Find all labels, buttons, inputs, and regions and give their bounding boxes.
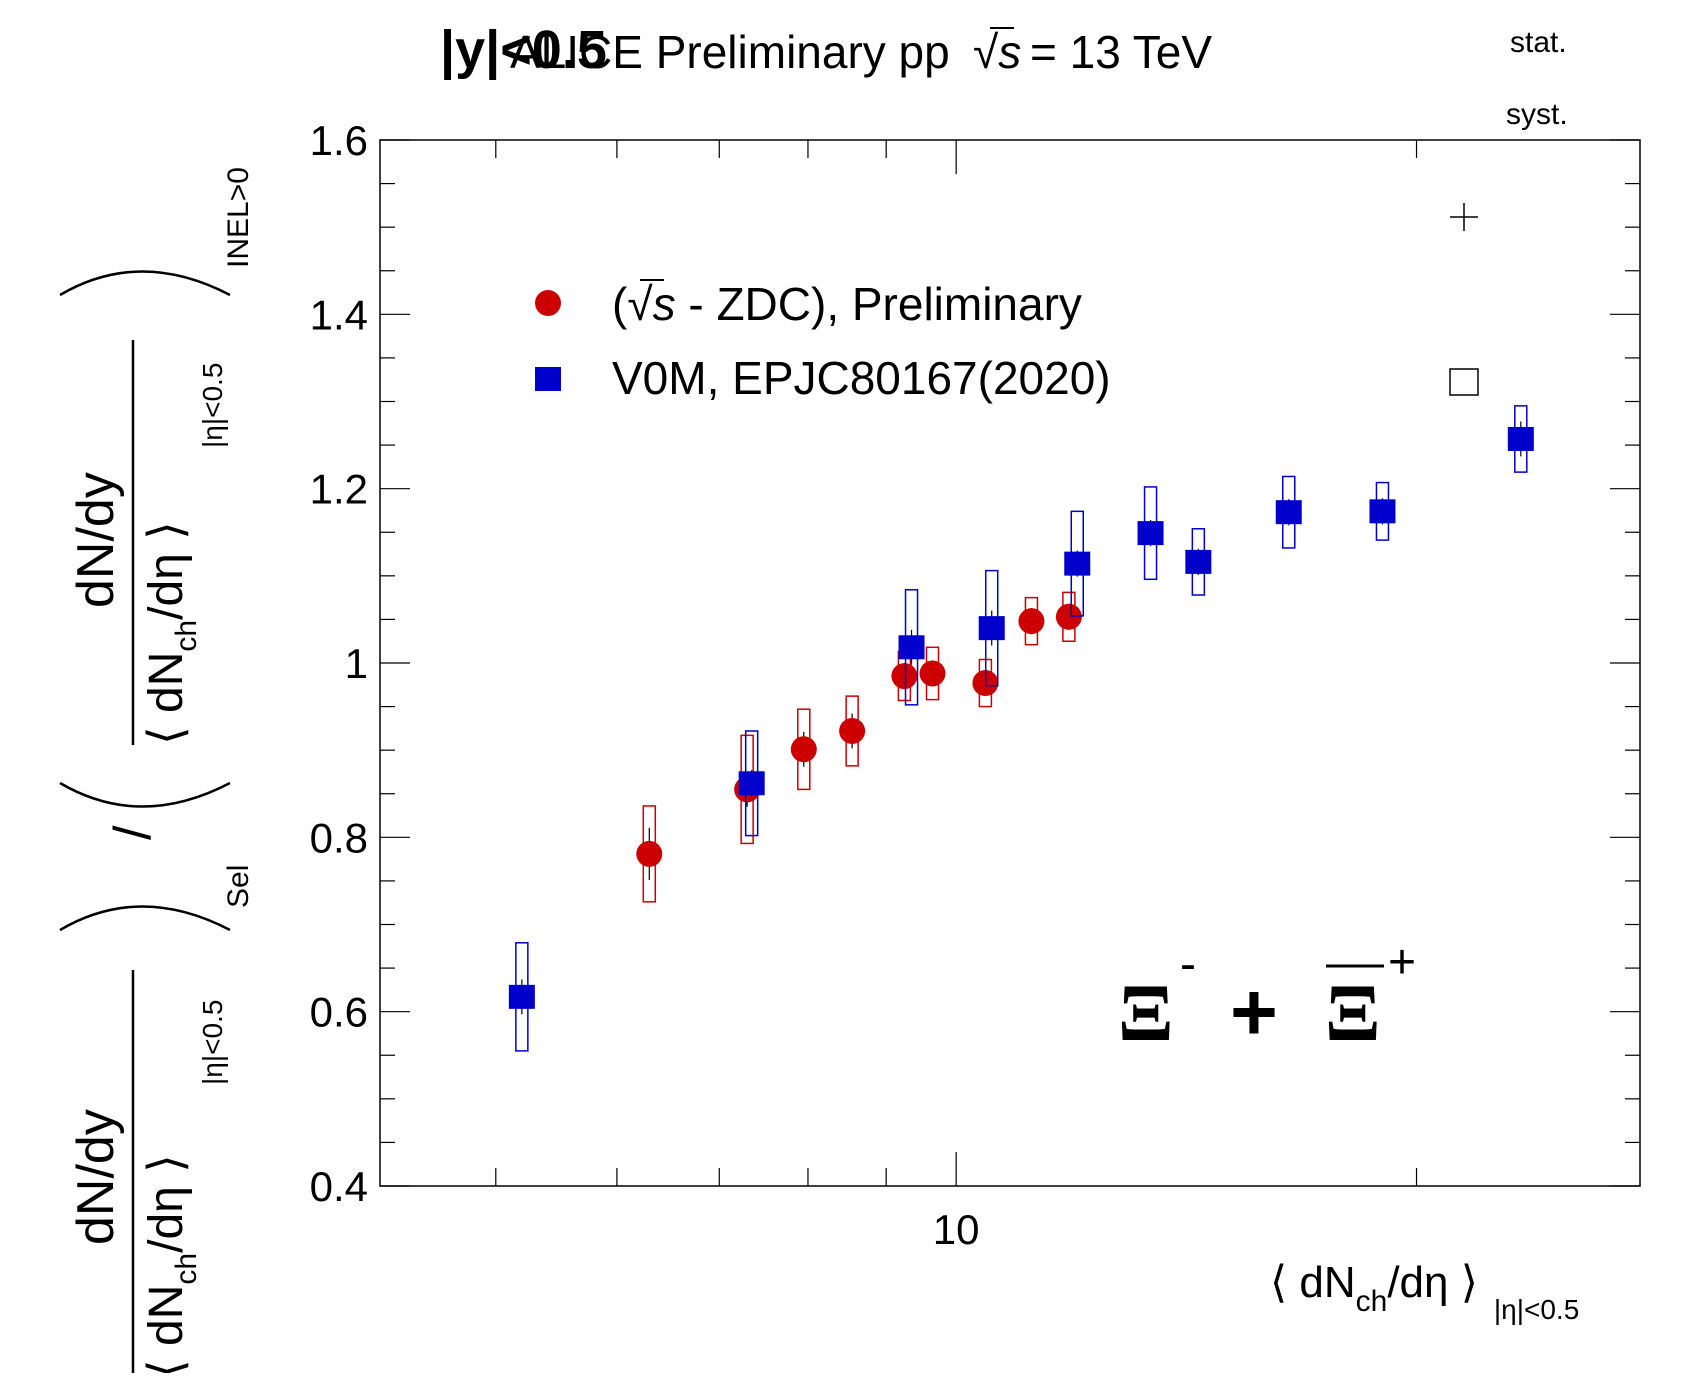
v0m-point: [1064, 551, 1091, 576]
y-division-slash: /: [104, 825, 162, 840]
v0m-point: [898, 635, 925, 660]
x-axis-ticks: [495, 140, 1418, 1186]
y-inel-label: INEL>0: [222, 167, 255, 268]
x-axis-tick-labels: 10: [933, 1206, 980, 1253]
legend-entry-v0m: V0M, EPJC80167(2020): [612, 352, 1111, 404]
y-denominator-top: ⟨ dNch/dη ⟩: [140, 521, 203, 745]
y-eta-range-bottom: |η|<0.5: [197, 1000, 228, 1085]
v0m-point: [1275, 500, 1302, 525]
zdc-point: [1055, 603, 1082, 630]
v0m-point: [508, 984, 535, 1009]
v0m-point: [738, 771, 765, 796]
xi-minus-charge: -: [1180, 938, 1196, 991]
rapidity-cut-label: |y|<0.5: [440, 20, 607, 81]
y-tick-label: 0.4: [310, 1163, 368, 1210]
zdc-point: [790, 736, 817, 763]
y-axis-tick-labels: 0.4 0.6 0.8 1 1.2 1.4 1.6: [310, 117, 368, 1210]
v0m-point: [1137, 521, 1164, 546]
zdc-point: [919, 660, 946, 687]
y-numerator-bottom: dN/dy: [67, 1109, 125, 1245]
y-sel-label: Sel: [222, 865, 255, 908]
y-tick-label: 1.2: [310, 466, 368, 513]
stat-key-marker: [1450, 203, 1478, 231]
legend-marker-v0m: [535, 367, 561, 391]
xi-minus-symbol: Ξ: [1118, 967, 1174, 1058]
sqrt-s-symbol: √s: [973, 26, 1021, 78]
y-eta-range-top: |η|<0.5: [197, 363, 228, 448]
x-tick-label: 10: [933, 1206, 980, 1253]
v0m-point: [1369, 499, 1396, 524]
v0m-point: [978, 616, 1005, 641]
legend: (√s - ZDC), Preliminary V0M, EPJC80167(2…: [535, 278, 1111, 404]
syst-label: syst.: [1506, 98, 1568, 131]
legend-entry-zdc: (√s - ZDC), Preliminary: [612, 278, 1082, 330]
y-axis-ticks: [380, 139, 1640, 1187]
chart-title: ALICE Preliminary pp: [510, 26, 950, 78]
energy-label: = 13 TeV: [1030, 26, 1212, 78]
y-tick-label: 1.4: [310, 291, 368, 338]
zdc-point: [891, 663, 918, 690]
legend-marker-zdc: [535, 290, 561, 316]
y-numerator-top: dN/dy: [67, 472, 125, 608]
v0m-point: [1507, 426, 1534, 451]
y-paren-right-bottom: [59, 905, 231, 932]
particle-label: Ξ - + Ξ +: [1118, 936, 1416, 1058]
particle-plus-sign: +: [1230, 967, 1278, 1058]
y-paren-right-top: [59, 270, 231, 297]
y-denominator-bottom: ⟨ dNch/dη ⟩: [140, 1154, 203, 1373]
syst-key-marker: [1449, 368, 1479, 396]
stat-label: stat.: [1510, 26, 1567, 59]
x-axis-title: ⟨ dNch/dη ⟩|η|<0.5: [1270, 1258, 1579, 1325]
series-v0m: [508, 405, 1534, 1052]
y-axis-title: dN/dy ⟨ dNch/dη ⟩ |η|<0.5 INEL>0 / Sel d…: [59, 167, 255, 1378]
zdc-point: [636, 840, 663, 867]
xi-plus-symbol: Ξ: [1325, 967, 1381, 1058]
y-tick-label: 1: [345, 640, 368, 687]
y-paren-left-top: [59, 781, 231, 808]
zdc-point: [839, 717, 866, 744]
y-tick-label: 0.8: [310, 814, 368, 861]
y-tick-label: 1.6: [310, 117, 368, 164]
zdc-point: [1018, 608, 1045, 635]
y-tick-label: 0.6: [310, 989, 368, 1036]
v0m-point: [1185, 549, 1212, 574]
xi-plus-charge: +: [1388, 936, 1416, 989]
series-zdc: [636, 591, 1082, 903]
